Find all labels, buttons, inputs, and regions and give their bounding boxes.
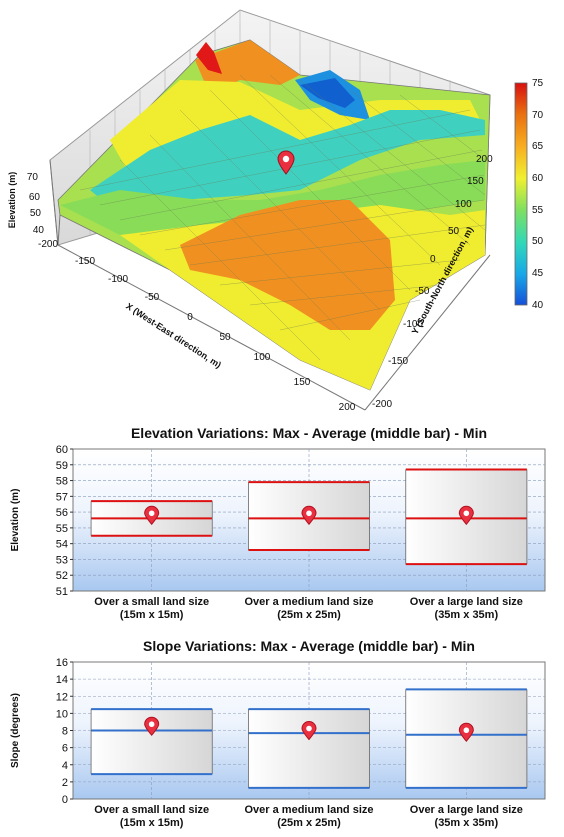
x-tick-m50: -50 xyxy=(145,292,160,303)
y-tick-m50: -50 xyxy=(415,286,430,297)
y-tick-label: 60 xyxy=(56,444,68,456)
floor-edges xyxy=(49,159,491,411)
x-tick-200: 200 xyxy=(339,402,356,413)
category-label: Over a small land size xyxy=(94,596,209,608)
chart-title: Elevation Variations: Max - Average (mid… xyxy=(131,425,487,441)
colorbar-tick-70: 70 xyxy=(532,110,544,121)
y-tick-m100: -100 xyxy=(403,319,423,330)
surface xyxy=(57,39,491,391)
category-label: Over a large land size xyxy=(410,804,523,816)
z-tick-60: 60 xyxy=(29,192,41,203)
y-tick-label: 59 xyxy=(56,460,68,472)
z-axis: 70 60 50 40 Elevation (m) xyxy=(7,172,44,236)
category-sublabel: (25m x 25m) xyxy=(277,609,341,621)
y-tick-label: 52 xyxy=(56,570,68,582)
y-tick-100: 100 xyxy=(455,199,472,210)
colorbar-tick-55: 55 xyxy=(532,205,544,216)
pin-dot xyxy=(463,510,470,517)
colorbar-tick-75: 75 xyxy=(532,78,544,89)
y-tick-label: 2 xyxy=(62,777,68,789)
pin-marker xyxy=(458,505,474,526)
y-axis-label: Elevation (m) xyxy=(10,489,21,552)
chart-title: Slope Variations: Max - Average (middle … xyxy=(143,638,475,654)
z-tick-70: 70 xyxy=(27,172,39,183)
pin-dot xyxy=(148,510,155,517)
z-tick-40: 40 xyxy=(33,225,45,236)
y-tick-label: 0 xyxy=(62,794,68,806)
y-tick-200: 200 xyxy=(476,154,493,165)
pin-dot xyxy=(306,510,312,517)
y-tick-label: 55 xyxy=(56,523,68,535)
x-tick-50: 50 xyxy=(219,332,231,343)
x-axis-label: X (West-East direction, m) xyxy=(124,301,223,370)
y-tick-label: 56 xyxy=(56,507,68,519)
category-label: Over a medium land size xyxy=(245,596,374,608)
category-label: Over a large land size xyxy=(410,596,523,608)
colorbar-tick-60: 60 xyxy=(532,173,544,184)
pin-dot xyxy=(306,725,312,732)
colorbar-tick-40: 40 xyxy=(532,300,544,311)
y-axis-label: Slope (degrees) xyxy=(10,693,21,768)
pin-marker xyxy=(301,505,317,526)
pin-marker xyxy=(144,716,160,736)
x-tick-m100: -100 xyxy=(108,274,128,285)
y-tick-label: 14 xyxy=(56,674,68,686)
elevation-chart: Elevation Variations: Max - Average (mid… xyxy=(10,425,546,621)
z-axis-label: Elevation (m) xyxy=(7,172,17,229)
category-label: Over a medium land size xyxy=(245,804,374,816)
surface-3d-chart: 70 60 50 40 Elevation (m) -200 -150 -100… xyxy=(7,9,544,413)
y-tick-label: 8 xyxy=(62,726,68,738)
y-tick-label: 58 xyxy=(56,476,68,488)
category-sublabel: (25m x 25m) xyxy=(277,817,341,829)
x-tick-m200: -200 xyxy=(38,239,58,250)
colorbar-tick-45: 45 xyxy=(532,268,544,279)
pin-dot xyxy=(463,727,470,734)
slope-chart: Slope Variations: Max - Average (middle … xyxy=(10,638,546,829)
y-tick-label: 10 xyxy=(56,708,68,720)
x-tick-150: 150 xyxy=(294,377,311,388)
z-tick-50: 50 xyxy=(30,208,42,219)
y-tick-label: 57 xyxy=(56,491,68,503)
category-sublabel: (35m x 35m) xyxy=(435,817,499,829)
x-tick-100: 100 xyxy=(254,352,271,363)
surface-marker xyxy=(277,150,295,175)
y-tick-0: 0 xyxy=(430,254,436,265)
category-label: Over a small land size xyxy=(94,804,209,816)
y-tick-label: 6 xyxy=(62,743,68,755)
y-tick-label: 54 xyxy=(56,539,68,551)
category-sublabel: (15m x 15m) xyxy=(120,817,184,829)
y-tick-50: 50 xyxy=(448,226,460,237)
colorbar-gradient xyxy=(514,82,528,306)
y-tick-150: 150 xyxy=(467,176,484,187)
y-tick-m200: -200 xyxy=(372,399,392,410)
x-tick-0: 0 xyxy=(187,312,193,323)
y-tick-label: 4 xyxy=(62,760,68,772)
pin-marker xyxy=(144,505,160,526)
y-tick-label: 53 xyxy=(56,554,68,566)
pin-marker xyxy=(458,722,474,742)
colorbar: 75 70 65 60 55 50 45 40 xyxy=(514,78,544,311)
y-tick-m150: -150 xyxy=(388,356,408,367)
range-box xyxy=(248,709,370,788)
pin-dot xyxy=(148,721,155,728)
x-tick-m150: -150 xyxy=(75,256,95,267)
y-tick-label: 12 xyxy=(56,691,68,703)
y-tick-label: 51 xyxy=(56,586,68,598)
colorbar-tick-65: 65 xyxy=(532,141,544,152)
pin-marker xyxy=(301,721,317,741)
category-sublabel: (15m x 15m) xyxy=(120,609,184,621)
y-tick-label: 16 xyxy=(56,657,68,669)
category-sublabel: (35m x 35m) xyxy=(435,609,499,621)
colorbar-tick-50: 50 xyxy=(532,236,544,247)
